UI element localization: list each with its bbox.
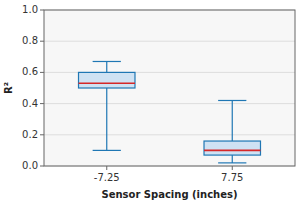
x-tick [106,166,107,170]
y-tick-label: 0.0 [22,160,38,171]
chart-container: 0.0 0.2 0.4 0.6 0.8 1.0 -7.25 7.75 Sensor Spacin… [0,0,305,204]
box [204,141,260,155]
y-tick-label: 0.4 [22,98,38,109]
x-axis-label: Sensor Spacing (inches) [101,189,237,200]
boxes [79,61,261,162]
upper-cap [218,100,246,101]
plot-frame [44,10,295,166]
box [79,72,135,88]
y-tick [40,72,44,73]
lower-whisker [106,88,107,150]
grid-line [44,134,295,135]
x-tick [232,166,233,170]
y-tick [40,10,44,11]
grid-line [44,41,295,42]
x-tick-label: -7.25 [94,172,120,183]
y-tick-label: 0.6 [22,66,38,77]
lower-cap [93,150,121,151]
median [204,150,260,152]
x-tick-label: 7.75 [221,172,243,183]
y-tick [40,103,44,104]
median [79,83,135,85]
plot-area [44,10,295,166]
y-tick-label: 0.2 [22,129,38,140]
upper-cap [93,61,121,62]
y-tick-label: 1.0 [22,4,38,15]
y-tick [40,134,44,135]
y-tick-label: 0.8 [22,35,38,46]
lower-whisker [232,155,233,163]
grid-line [44,103,295,104]
upper-whisker [106,61,107,72]
upper-whisker [232,100,233,141]
chart: 0.0 0.2 0.4 0.6 0.8 1.0 -7.25 7.75 Sensor Spacin… [0,0,305,204]
y-tick [40,41,44,42]
y-tick [40,166,44,167]
y-axis-label: R² [3,82,14,94]
lower-cap [218,162,246,163]
